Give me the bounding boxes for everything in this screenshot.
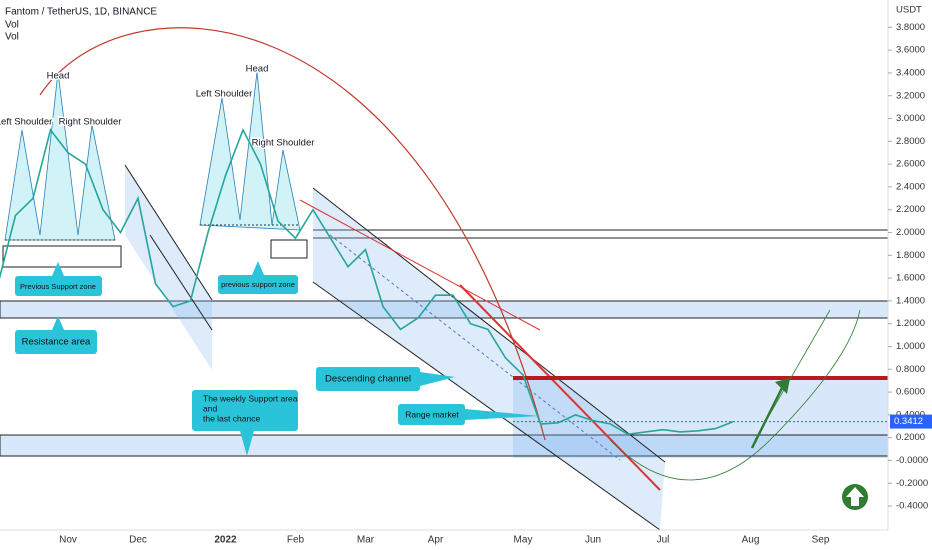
callout-text: Descending channel [325,374,411,385]
callout-text: Range market [405,409,459,419]
channel-line [312,281,661,531]
y-tick-label: -0.2000 [896,478,928,489]
y-tick-label: 0.6000 [896,387,925,398]
channel [313,188,665,530]
callout [15,330,97,354]
support-box [2,245,122,268]
callout [218,275,298,294]
channel [125,165,212,370]
callout-text: the last chance [203,413,260,423]
callout [316,367,420,391]
arrow-head [775,378,790,394]
y-tick-label: 3.8000 [896,22,925,33]
y-tick-label: 2.2000 [896,204,925,215]
y-tick-label: -0.0000 [896,455,928,466]
x-tick-label: Aug [742,535,760,546]
price-line [0,127,734,436]
y-tick-label: 3.6000 [896,45,925,56]
channel-mid [329,234,621,461]
pattern-label: Left Shoulder [196,89,253,100]
callout-text: previous support zone [221,280,295,289]
callout-tail [252,261,264,275]
arc [39,27,546,441]
x-tick-label: Apr [428,535,444,546]
last-price-box [890,414,932,429]
chart-title: Fantom / TetherUS, 1D, BINANCE [5,7,157,18]
channel-line [312,187,666,463]
y-tick-label: -0.4000 [896,501,928,512]
y-tick-label: 3.4000 [896,67,925,78]
callout-text: Resistance area [22,337,91,348]
x-tick-label: Sep [812,535,830,546]
projection-curve [609,309,861,481]
support-box [270,239,308,259]
pattern-label: Right Shoulder [252,138,315,149]
y-tick-label: 1.0000 [896,341,925,352]
channel-line [124,164,213,301]
callout-tail [52,316,64,330]
y-tick-label: 3.0000 [896,113,925,124]
callout [192,390,298,431]
y-tick-label: 3.2000 [896,90,925,101]
callout-text: The weekly Support area [203,393,298,403]
y-tick-label: 1.6000 [896,273,925,284]
channel-line [149,234,213,331]
last-price-label: 0.3412 [894,416,923,427]
x-tick-label: Nov [59,535,77,546]
callout-text: Previous Support zone [20,282,96,291]
y-tick-label: 1.2000 [896,318,925,329]
pattern-label: Right Shoulder [59,117,122,128]
pattern-label: Head [246,64,269,75]
x-tick-label: 2022 [214,535,237,546]
y-tick-label: 0.8000 [896,364,925,375]
y-tick-label: 2.0000 [896,227,925,238]
x-tick-label: Mar [357,535,375,546]
y-tick-label: 2.4000 [896,181,925,192]
indicator-label: Vol [5,20,19,31]
y-tick-label: 1.8000 [896,250,925,261]
x-tick-label: Dec [129,535,147,546]
pattern-label: Head [47,71,70,82]
range-zone [513,380,888,458]
callout [15,276,102,296]
y-axis-label: USDT [896,5,922,16]
x-tick-label: Jul [657,535,670,546]
y-tick-label: 1.4000 [896,295,925,306]
callout-tail [465,409,540,420]
callout-tail [52,262,64,276]
arrow [750,385,785,449]
callout-text: and [203,403,217,413]
indicator-label: Vol [5,32,19,43]
y-tick-label: 2.6000 [896,159,925,170]
pattern-label: Left Shoulder [0,117,52,128]
x-tick-label: May [514,535,533,546]
callout-tail [420,372,455,386]
up-icon-arrow [846,487,864,506]
callout [398,404,465,425]
callout-tail [240,431,254,456]
trend-line [459,284,661,491]
x-tick-label: Jun [585,535,601,546]
pattern [199,71,301,231]
y-tick-label: 2.8000 [896,136,925,147]
weekly-support-zone [0,434,889,457]
x-tick-label: Feb [287,535,305,546]
y-tick-label: 0.2000 [896,432,925,443]
